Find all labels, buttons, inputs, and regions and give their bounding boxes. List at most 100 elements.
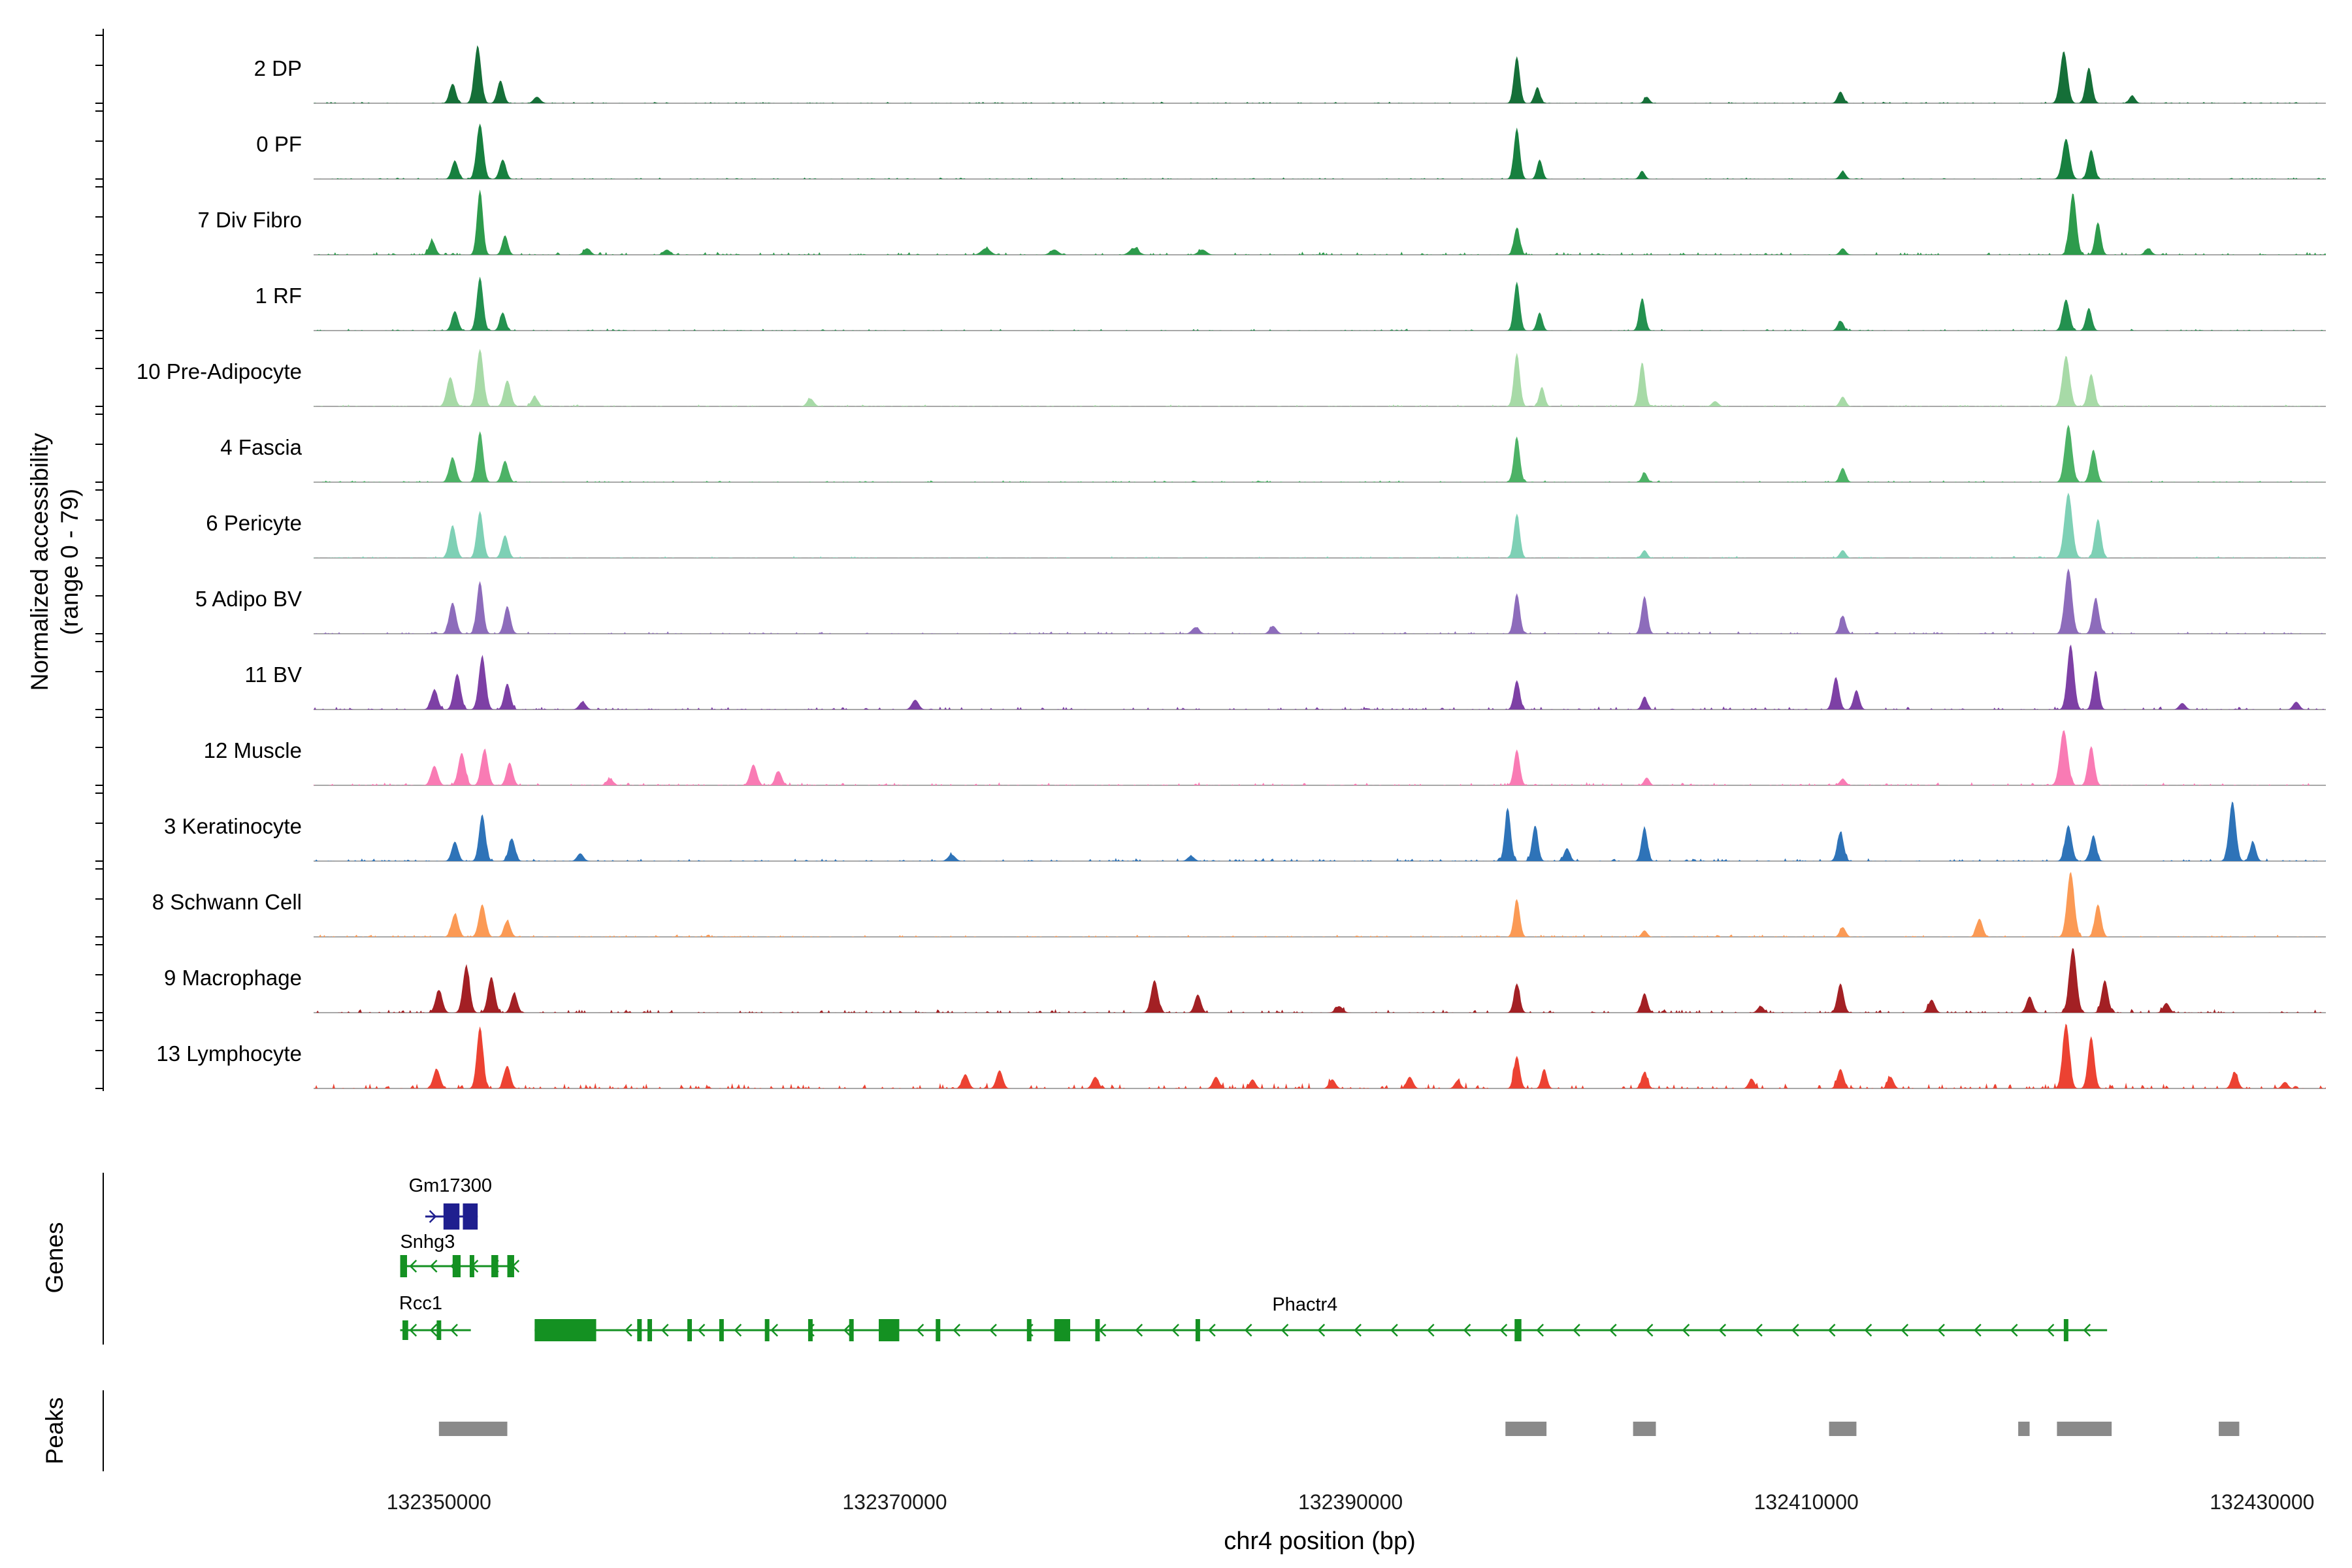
y-axis-label: Normalized accessibility (range 0 - 79) bbox=[25, 433, 85, 691]
peak-region bbox=[2219, 1422, 2240, 1436]
strand-arrow-icon bbox=[1171, 1324, 1179, 1337]
strand-arrow-icon bbox=[770, 1324, 778, 1337]
peak-region bbox=[1829, 1422, 1857, 1436]
gene-exon bbox=[491, 1255, 498, 1277]
gene-label: Snhg3 bbox=[400, 1232, 455, 1252]
y-axis-label-line2: (range 0 - 79) bbox=[56, 488, 83, 636]
genes-section-label: Genes bbox=[41, 1222, 68, 1294]
track-signal-area bbox=[314, 123, 2326, 179]
strand-arrow-icon bbox=[734, 1324, 742, 1337]
gene-exon bbox=[647, 1319, 652, 1341]
gene-exon bbox=[436, 1320, 442, 1340]
strand-arrow-icon bbox=[1901, 1324, 1909, 1337]
gene-exon bbox=[452, 1255, 461, 1277]
track-label: 9 Macrophage bbox=[164, 966, 302, 990]
strand-arrow-icon bbox=[450, 1324, 458, 1337]
strand-arrow-icon bbox=[1573, 1324, 1580, 1337]
strand-arrow-icon bbox=[1463, 1324, 1471, 1337]
strand-arrow-icon bbox=[625, 1324, 632, 1337]
gene-exon bbox=[402, 1320, 408, 1340]
gene-exon bbox=[1514, 1319, 1522, 1341]
strand-arrow-icon bbox=[1354, 1324, 1362, 1337]
track-signal-area bbox=[314, 948, 2326, 1013]
gene-exon bbox=[463, 1203, 478, 1230]
strand-arrow-icon bbox=[1791, 1324, 1799, 1337]
strand-arrow-icon bbox=[1755, 1324, 1763, 1337]
track-label: 4 Fascia bbox=[220, 435, 302, 459]
track-label: 0 PF bbox=[256, 132, 302, 156]
strand-arrow-icon bbox=[843, 1324, 851, 1337]
strand-arrow-icon bbox=[409, 1324, 417, 1337]
track-signal-area bbox=[314, 493, 2326, 558]
track-label: 5 Adipo BV bbox=[195, 587, 302, 611]
track-label: 11 BV bbox=[245, 662, 302, 687]
gene-exon bbox=[808, 1319, 813, 1341]
gene-exon bbox=[719, 1319, 724, 1341]
track-label: 1 RF bbox=[255, 284, 302, 308]
strand-arrow-icon bbox=[1645, 1324, 1654, 1337]
track-label: 2 DP bbox=[254, 56, 302, 80]
gene-exon bbox=[637, 1319, 642, 1341]
track-signal-area bbox=[314, 1023, 2326, 1088]
track-label: 8 Schwann Cell bbox=[152, 890, 302, 914]
track-label: 12 Muscle bbox=[204, 738, 302, 762]
strand-arrow-icon bbox=[1208, 1324, 1216, 1337]
track-signal-area bbox=[314, 730, 2326, 785]
gene-exon bbox=[1054, 1319, 1071, 1341]
gene-exon bbox=[687, 1319, 693, 1341]
gene-exon bbox=[469, 1255, 474, 1277]
gene-exon bbox=[879, 1319, 900, 1341]
track-signal-area bbox=[314, 349, 2326, 406]
strand-arrow-icon bbox=[1426, 1324, 1435, 1337]
x-tick-label: 132430000 bbox=[2210, 1490, 2314, 1514]
track-signal-area bbox=[314, 45, 2326, 103]
strand-arrow-icon bbox=[429, 1324, 438, 1337]
gene-exon bbox=[507, 1255, 514, 1277]
gene-exon bbox=[1095, 1319, 1100, 1341]
gene-exon bbox=[1195, 1319, 1200, 1341]
gene-exon bbox=[1026, 1319, 1032, 1341]
strand-arrow-icon bbox=[916, 1324, 924, 1337]
strand-arrow-icon bbox=[2046, 1324, 2055, 1337]
strand-arrow-icon bbox=[697, 1324, 706, 1337]
strand-arrow-icon bbox=[1937, 1324, 1945, 1337]
strand-arrow-icon bbox=[1317, 1324, 1326, 1337]
track-label: 7 Div Fibro bbox=[197, 208, 302, 232]
track-signal-area bbox=[314, 644, 2326, 710]
peak-region bbox=[1633, 1422, 1656, 1436]
strand-arrow-icon bbox=[2010, 1324, 2018, 1337]
track-label: 10 Pre-Adipocyte bbox=[137, 359, 302, 384]
strand-arrow-icon bbox=[1682, 1324, 1690, 1337]
gene-label: Rcc1 bbox=[399, 1293, 442, 1314]
track-signal-area bbox=[314, 568, 2326, 634]
strand-arrow-icon bbox=[1974, 1324, 1982, 1337]
strand-arrow-icon bbox=[953, 1324, 961, 1337]
track-label: 3 Keratinocyte bbox=[164, 814, 302, 838]
gene-exon bbox=[443, 1203, 460, 1230]
strand-arrow-icon bbox=[429, 1210, 437, 1223]
y-axis-label-line1: Normalized accessibility bbox=[26, 433, 53, 691]
strand-arrow-icon bbox=[661, 1324, 669, 1337]
peak-region bbox=[438, 1422, 508, 1436]
track-signal-area bbox=[314, 872, 2326, 937]
x-tick-label: 132390000 bbox=[1298, 1490, 1403, 1514]
x-axis-title: chr4 position (bp) bbox=[1224, 1527, 1416, 1555]
track-signal-area bbox=[314, 425, 2326, 482]
gene-exon bbox=[764, 1319, 770, 1341]
peak-region bbox=[2018, 1422, 2030, 1436]
gene-exon bbox=[400, 1255, 408, 1277]
strand-arrow-icon bbox=[1864, 1324, 1872, 1337]
gene-exon bbox=[849, 1319, 854, 1341]
x-tick-label: 132370000 bbox=[842, 1490, 947, 1514]
strand-arrow-icon bbox=[409, 1260, 417, 1273]
strand-arrow-icon bbox=[1827, 1324, 1836, 1337]
track-label: 6 Pericyte bbox=[206, 511, 302, 535]
strand-arrow-icon bbox=[1609, 1324, 1617, 1337]
gene-exon bbox=[936, 1319, 941, 1341]
x-tick-label: 132410000 bbox=[1754, 1490, 1859, 1514]
x-tick-label: 132350000 bbox=[387, 1490, 491, 1514]
peak-region bbox=[2057, 1422, 2112, 1436]
track-signal-area bbox=[314, 801, 2326, 861]
